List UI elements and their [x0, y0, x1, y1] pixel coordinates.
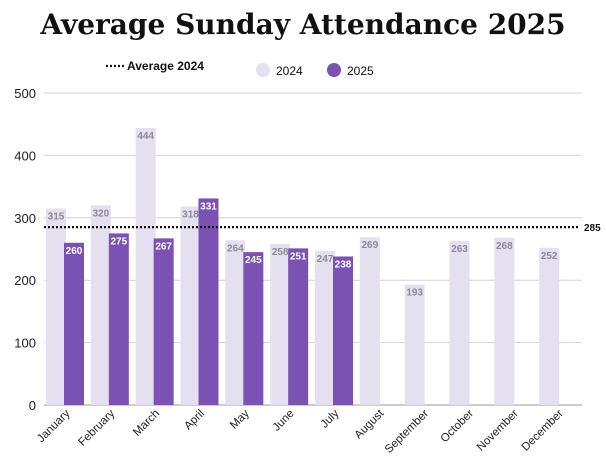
data-label-2024: 264	[227, 243, 244, 254]
bar-2024	[90, 205, 111, 405]
data-label-2025: 275	[110, 236, 127, 247]
legend: Average 2024 2024 2025	[106, 59, 374, 78]
legend-average-label: Average 2024	[127, 59, 204, 73]
bar-2024	[539, 247, 560, 405]
data-label-2024: 268	[496, 241, 513, 252]
bar-2025	[64, 242, 84, 405]
legend-2025-swatch	[327, 63, 341, 77]
bars	[46, 127, 560, 405]
data-label-2024: 252	[541, 251, 558, 262]
bar-2024	[359, 237, 380, 405]
data-label-2024: 269	[361, 240, 378, 251]
bar-2024	[315, 250, 335, 405]
chart-title: Average Sunday Attendance 2025	[40, 8, 566, 41]
x-tick-label: July	[319, 407, 342, 430]
bar-2025	[288, 248, 309, 405]
data-label-2024: 320	[92, 208, 109, 219]
data-label-2025: 260	[66, 246, 83, 257]
bar-2024	[135, 127, 156, 405]
bar-2025	[198, 198, 219, 405]
bar-2025	[243, 252, 264, 405]
x-tick-label: January	[35, 407, 73, 445]
y-tick-label: 0	[29, 398, 36, 413]
y-tick-label: 400	[14, 148, 36, 163]
reference-line-group: 285	[44, 223, 601, 234]
average-2024-value: 285	[584, 223, 601, 234]
bar-2024	[180, 206, 201, 405]
legend-2024-label: 2024	[276, 64, 303, 78]
data-label-2025: 331	[200, 201, 217, 212]
x-tick-label: December	[520, 408, 566, 454]
data-label-2024: 263	[451, 244, 468, 255]
data-label-2024: 247	[317, 254, 334, 265]
x-tick-label: June	[271, 408, 297, 434]
bar-2024	[225, 240, 246, 405]
y-tick-label: 500	[14, 86, 36, 101]
y-tick-label: 300	[14, 211, 36, 226]
x-tick-label: May	[228, 407, 252, 431]
data-label-2024: 444	[137, 131, 154, 142]
bar-2025	[333, 256, 353, 405]
x-tick-label: August	[353, 407, 387, 441]
grid	[44, 92, 582, 406]
bar-2024	[270, 244, 291, 405]
x-tick-label: February	[76, 407, 117, 448]
bar-2024	[404, 284, 425, 405]
y-tick-label: 100	[14, 336, 36, 351]
y-tick-label: 200	[14, 273, 36, 288]
legend-2025-label: 2025	[347, 64, 374, 78]
data-label-2025: 238	[335, 259, 352, 270]
bar-2025	[108, 233, 129, 405]
data-label-2024: 318	[182, 210, 199, 221]
data-label-2025: 251	[290, 251, 307, 262]
data-label-2025: 245	[245, 255, 262, 266]
x-tick-label: April	[182, 408, 207, 433]
x-tick-label: October	[439, 408, 477, 446]
bar-2024	[449, 240, 470, 405]
data-label-2024: 315	[48, 211, 65, 222]
bar-2025	[153, 238, 174, 405]
bar-2024	[46, 208, 66, 405]
data-label-2025: 267	[155, 241, 172, 252]
legend-2024-swatch	[256, 63, 270, 77]
bar-2024	[494, 237, 515, 405]
x-tick-label: November	[475, 408, 521, 454]
x-tick-label: March	[131, 408, 162, 439]
x-tick-label: September	[383, 408, 431, 456]
data-label-2024: 193	[406, 288, 423, 299]
data-label-2024: 258	[272, 247, 289, 258]
